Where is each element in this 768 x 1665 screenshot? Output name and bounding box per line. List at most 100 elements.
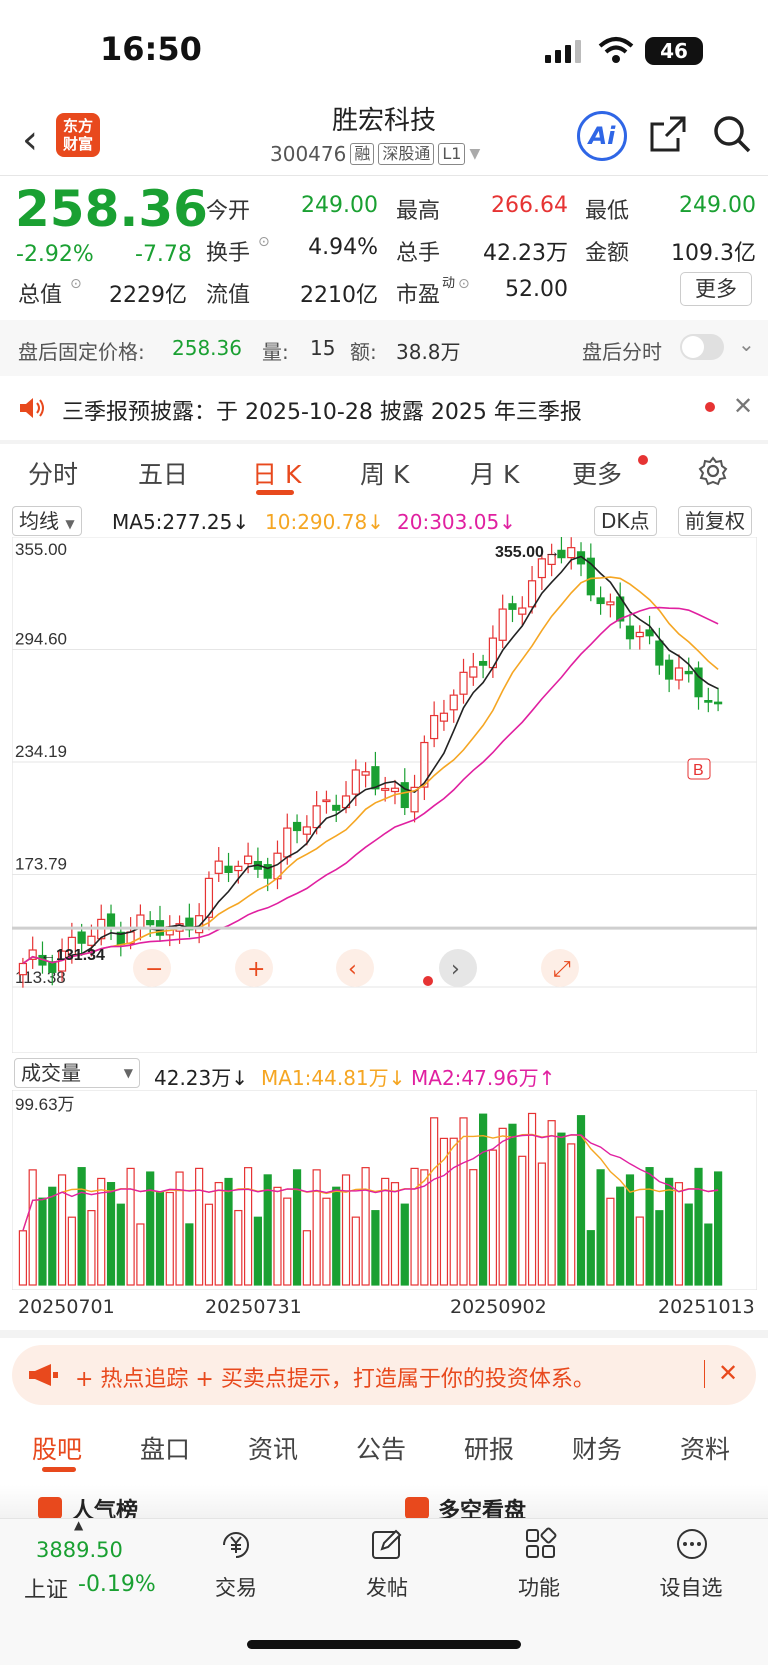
close-icon[interactable]: ✕ xyxy=(718,1359,739,1387)
candle-body xyxy=(498,608,507,641)
candle-body xyxy=(635,631,644,638)
tab-announcements[interactable]: 公告 xyxy=(356,1435,407,1464)
chart-control-icon: › xyxy=(451,957,460,982)
tag-margin: 融 xyxy=(350,143,375,165)
tab-news[interactable]: 资讯 xyxy=(248,1435,299,1464)
volume-bar xyxy=(263,1174,272,1286)
dk-point-label: DK点 xyxy=(601,509,650,533)
tab-forum[interactable]: 股吧 xyxy=(32,1435,83,1464)
back-icon[interactable]: ‹ xyxy=(22,117,38,163)
share-icon[interactable] xyxy=(648,114,688,154)
status-time: 16:50 xyxy=(100,30,202,68)
trade-icon[interactable] xyxy=(218,1527,254,1563)
search-icon[interactable] xyxy=(712,114,752,154)
volume-bar xyxy=(57,1174,67,1286)
ai-button[interactable]: Ai xyxy=(577,111,627,161)
functions-icon[interactable] xyxy=(524,1527,558,1561)
tab-monthly-k[interactable]: 月 K xyxy=(470,460,520,489)
tab-five-day[interactable]: 五日 xyxy=(138,460,189,489)
adjust-button[interactable]: 前复权 xyxy=(678,506,752,536)
after-hours-bar: 盘后固定价格: 258.36 量: 15 额: 38.8万 盘后分时 ⌄ xyxy=(0,320,768,376)
ma20-line xyxy=(22,606,719,965)
index-name[interactable]: 上证 xyxy=(24,1578,69,1603)
low-label: 最低 xyxy=(585,199,630,224)
candle-body xyxy=(567,547,576,559)
tab-weekly-k[interactable]: 周 K xyxy=(360,460,410,489)
chevron-up-icon[interactable]: ▲ xyxy=(74,1518,84,1532)
tab-profile[interactable]: 资料 xyxy=(680,1435,731,1464)
volume-bar xyxy=(332,1186,341,1286)
volume-bar xyxy=(116,1203,125,1286)
volume-indicator-select[interactable]: 成交量 ▼ xyxy=(14,1058,140,1088)
functions-label[interactable]: 功能 xyxy=(518,1576,560,1600)
candle-body xyxy=(312,805,321,829)
volume-bar xyxy=(665,1177,674,1286)
tab-daily-k[interactable]: 日 K xyxy=(252,460,302,489)
y-tick-label: 355.00 xyxy=(15,540,67,559)
stock-name: 胜宏科技 xyxy=(331,106,436,136)
close-icon[interactable]: ✕ xyxy=(733,392,754,420)
volume-bar xyxy=(655,1210,664,1286)
index-pct[interactable]: -0.19% xyxy=(78,1572,156,1597)
index-value[interactable]: 3889.50 xyxy=(36,1538,123,1562)
watchlist-icon[interactable] xyxy=(675,1527,709,1561)
x-label: 20250731 xyxy=(205,1296,302,1318)
candle-body xyxy=(361,771,370,776)
chevron-down-icon[interactable]: ▼ xyxy=(469,146,481,162)
volume-bar xyxy=(645,1167,654,1286)
tab-financials[interactable]: 财务 xyxy=(572,1435,623,1464)
volume-bar xyxy=(234,1209,243,1286)
volume-chart[interactable]: 99.63万 xyxy=(12,1090,757,1290)
buy-badge xyxy=(687,758,711,780)
info-icon[interactable]: ⊙ xyxy=(70,276,82,292)
tab-more[interactable]: 更多 xyxy=(572,460,623,489)
volume-bar xyxy=(684,1203,693,1286)
high-marker: 355.00→ xyxy=(495,544,560,561)
volume-bar xyxy=(155,1191,165,1286)
dk-point-button[interactable]: DK点 xyxy=(594,506,657,536)
tab-intraday[interactable]: 分时 xyxy=(28,460,79,489)
candle-body xyxy=(302,826,311,835)
trade-label[interactable]: 交易 xyxy=(215,1576,257,1600)
volume-bar xyxy=(273,1186,282,1286)
candlestick-chart[interactable]: 355.00294.60234.19173.79113.38355.00→←13… xyxy=(12,537,757,1053)
more-button[interactable]: 更多 xyxy=(680,272,752,306)
indicator-select[interactable]: 均线 ▼ xyxy=(12,506,82,536)
candle-body xyxy=(381,787,390,791)
chevron-down-icon[interactable]: ⌄ xyxy=(738,332,755,356)
stock-code-row: 300476 融 深股通 L1 ▼ xyxy=(270,142,480,166)
volume-bar xyxy=(322,1197,331,1286)
candle-body xyxy=(234,865,243,872)
app-logo: 东方 财富 xyxy=(56,113,100,157)
candle-body xyxy=(518,607,527,615)
candle-body xyxy=(214,860,223,874)
volume-bar xyxy=(714,1171,723,1286)
volume-bar xyxy=(420,1169,429,1286)
amount-value: 109.3亿 xyxy=(671,241,756,266)
indicator-select-label: 均线 xyxy=(19,509,59,533)
candle-body xyxy=(410,786,419,813)
after-hours-toggle[interactable] xyxy=(680,334,724,360)
candle-body xyxy=(400,782,409,809)
post-icon[interactable] xyxy=(370,1527,404,1561)
chart-control-button xyxy=(235,949,273,987)
x-label: 20251013 xyxy=(658,1296,755,1318)
promo-banner[interactable] xyxy=(12,1345,756,1405)
volume-bar xyxy=(204,1203,214,1286)
settings-icon[interactable] xyxy=(698,456,728,486)
after-hours-label: 盘后固定价格: xyxy=(18,340,145,364)
tab-research[interactable]: 研报 xyxy=(464,1435,515,1464)
float-label: 流值 xyxy=(206,283,251,308)
candle-body xyxy=(48,961,57,973)
notice-text[interactable]: 三季报预披露：于 2025-10-28 披露 2025 年三季报 xyxy=(62,400,582,425)
info-icon[interactable]: ⊙ xyxy=(458,276,470,292)
post-label[interactable]: 发帖 xyxy=(366,1576,408,1600)
candle-body xyxy=(136,914,145,930)
info-icon[interactable]: ⊙ xyxy=(258,234,270,250)
after-hours-qty-label: 量: xyxy=(262,340,289,364)
wifi-icon xyxy=(598,37,634,63)
volume-bar xyxy=(674,1182,684,1286)
y-tick-label: 173.79 xyxy=(15,854,67,873)
watchlist-label[interactable]: 设自选 xyxy=(659,1576,723,1600)
tab-orderbook[interactable]: 盘口 xyxy=(140,1435,191,1464)
